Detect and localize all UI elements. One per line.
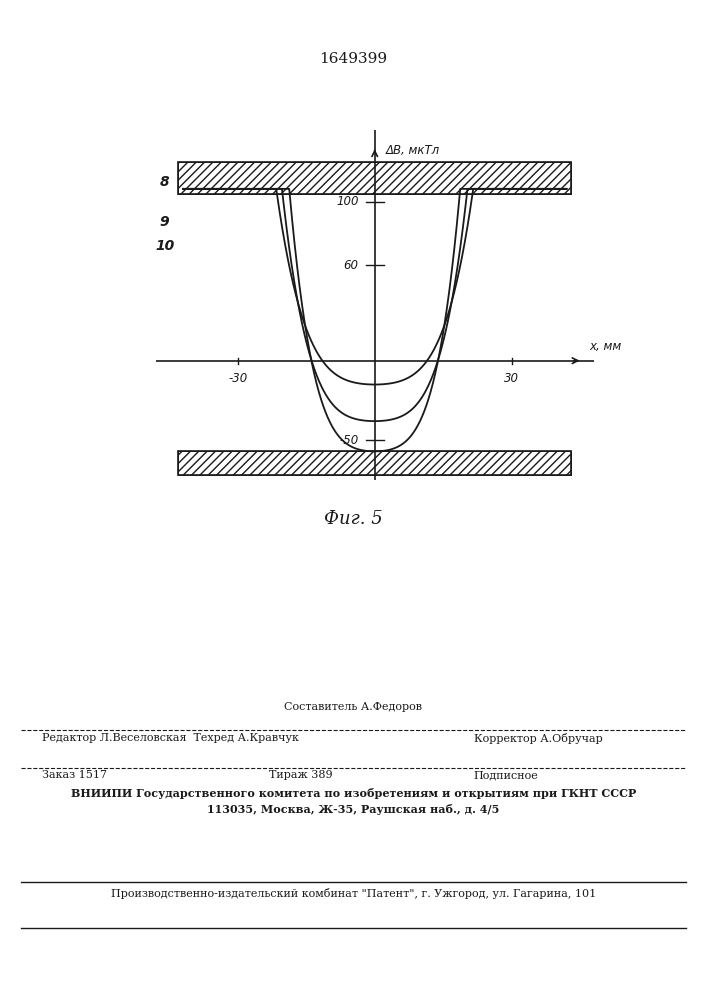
Text: х, мм: х, мм	[590, 340, 621, 353]
Bar	[178, 162, 571, 194]
Text: Фиг. 5: Фиг. 5	[324, 510, 383, 528]
Text: -30: -30	[228, 372, 247, 385]
Text: 1649399: 1649399	[320, 52, 387, 66]
Text: Заказ 1517: Заказ 1517	[42, 770, 107, 780]
Text: 8: 8	[160, 175, 170, 189]
Text: Корректор А.Обручар: Корректор А.Обручар	[474, 733, 602, 744]
Text: 9: 9	[160, 215, 170, 229]
Text: Тираж 389: Тираж 389	[269, 770, 332, 780]
Text: 30: 30	[504, 372, 519, 385]
Text: Производственно-издательский комбинат "Патент", г. Ужгород, ул. Гагарина, 101: Производственно-издательский комбинат "П…	[111, 888, 596, 899]
Text: 60: 60	[344, 259, 358, 272]
Text: -50: -50	[339, 434, 358, 447]
Text: 100: 100	[337, 195, 358, 208]
Bar	[178, 451, 571, 475]
Text: Подписное: Подписное	[474, 770, 539, 780]
Text: ΔВ, мкТл: ΔВ, мкТл	[386, 144, 440, 157]
Text: 113035, Москва, Ж-35, Раушская наб., д. 4/5: 113035, Москва, Ж-35, Раушская наб., д. …	[207, 804, 500, 815]
Text: ВНИИПИ Государственного комитета по изобретениям и открытиям при ГКНТ СССР: ВНИИПИ Государственного комитета по изоб…	[71, 788, 636, 799]
Bar	[178, 162, 571, 194]
Bar	[178, 451, 571, 475]
Text: Составитель А.Федоров: Составитель А.Федоров	[284, 702, 423, 712]
Text: 10: 10	[155, 239, 175, 253]
Text: Редактор Л.Веселовская  Техред А.Кравчук: Редактор Л.Веселовская Техред А.Кравчук	[42, 733, 299, 743]
